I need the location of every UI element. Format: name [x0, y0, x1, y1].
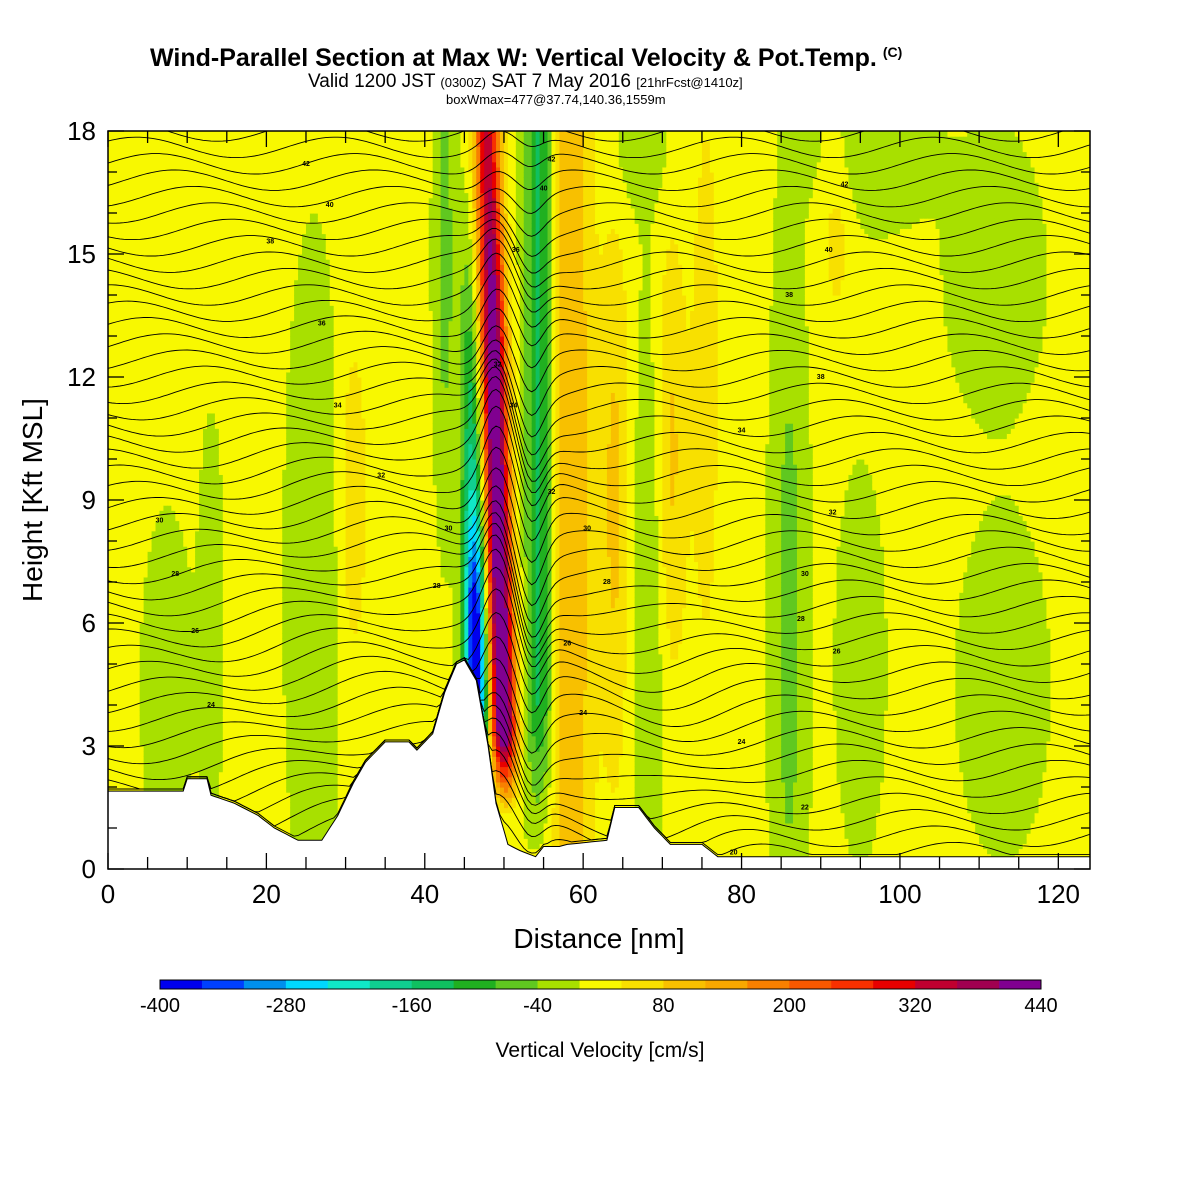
colorbar-swatch	[621, 980, 663, 989]
isentrope-label: 24	[579, 710, 587, 717]
isentrope-label: 38	[817, 374, 825, 381]
y-tick-label: 15	[67, 239, 96, 269]
colorbar-swatch	[370, 980, 412, 989]
colorbar-tick-label: -400	[140, 995, 180, 1017]
colorbar-swatch	[580, 980, 622, 989]
isentrope-label: 42	[302, 161, 310, 168]
x-tick-label: 80	[727, 879, 756, 909]
isentrope-label: 26	[833, 649, 841, 656]
isentrope-label: 34	[510, 403, 518, 410]
colorbar-swatch	[873, 980, 915, 989]
plot-area: 24 26 28 30 32 34 36 38 40 42 28 30 32 34 36 40 42 26 24 28…	[108, 95, 1091, 870]
colorbar-swatch	[747, 980, 789, 989]
isentrope-label: 34	[738, 427, 746, 434]
isentrope-label: 32	[548, 489, 556, 496]
isentrope-label: 32	[494, 362, 502, 369]
isentrope-label: 32	[829, 509, 837, 516]
x-tick-label: 40	[410, 879, 439, 909]
colorbar-tick-label: -160	[392, 995, 432, 1017]
isentrope-label: 38	[785, 292, 793, 299]
colorbar-swatch	[999, 980, 1041, 989]
colorbar-swatch	[663, 980, 705, 989]
colorbar-tick-label: 440	[1024, 995, 1057, 1017]
isentrope-label: 28	[603, 579, 611, 586]
colorbar-swatch	[412, 980, 454, 989]
isentrope-label: 36	[318, 321, 326, 328]
isentrope-label: 28	[171, 571, 179, 578]
colorbar: -400 -280 -160 -40 80 200 320 440	[140, 980, 1058, 1017]
x-tick-label: 100	[878, 879, 921, 909]
isentrope-label: 36	[512, 247, 520, 254]
colorbar-swatch	[160, 980, 202, 989]
colorbar-swatch	[202, 980, 244, 989]
y-tick-label: 9	[82, 485, 96, 515]
colorbar-tick-label: 200	[773, 995, 806, 1017]
colorbar-swatch	[705, 980, 747, 989]
y-tick-label: 0	[82, 854, 96, 884]
isentrope-label: 24	[207, 702, 215, 709]
isentrope-label: 30	[156, 518, 164, 525]
isentrope-label: 40	[540, 185, 548, 192]
isentrope-label: 20	[730, 850, 738, 857]
isentrope-label: 32	[377, 472, 385, 479]
colorbar-swatch	[286, 980, 328, 989]
isentrope-label: 40	[326, 202, 334, 209]
isentrope-label: 38	[266, 239, 274, 246]
colorbar-tick-label: -40	[523, 995, 552, 1017]
colorbar-swatch	[915, 980, 957, 989]
colorbar-swatch	[538, 980, 580, 989]
colorbar-tick-label: 320	[898, 995, 931, 1017]
y-tick-label: 3	[82, 731, 96, 761]
isentrope-label: 26	[191, 628, 199, 635]
colorbar-swatch	[789, 980, 831, 989]
y-axis-label: Height [Kft MSL]	[17, 398, 48, 602]
isentrope-label: 42	[841, 181, 849, 188]
colorbar-tick-label: -280	[266, 995, 306, 1017]
isentrope-label: 26	[563, 641, 571, 648]
colorbar-swatch	[957, 980, 999, 989]
colorbar-swatch	[496, 980, 538, 989]
isentrope-label: 28	[433, 583, 441, 590]
colorbar-swatch	[244, 980, 286, 989]
isentrope-label: 40	[825, 247, 833, 254]
x-tick-label: 20	[252, 879, 281, 909]
colorbar-label: Vertical Velocity [cm/s]	[496, 1039, 705, 1062]
colorbar-swatch	[328, 980, 370, 989]
x-axis-label: Distance [nm]	[513, 923, 684, 954]
isentrope-label: 28	[797, 616, 805, 623]
isentrope-label: 30	[801, 571, 809, 578]
x-tick-label: 120	[1037, 879, 1080, 909]
x-tick-label: 0	[101, 879, 115, 909]
isentrope-label: 30	[445, 526, 453, 533]
y-tick-label: 6	[82, 608, 96, 638]
colorbar-tick-label: 80	[652, 995, 674, 1017]
isentrope-label: 24	[738, 739, 746, 746]
isentrope-label: 34	[334, 403, 342, 410]
x-tick-label: 60	[569, 879, 598, 909]
isentrope-label: 22	[801, 805, 809, 812]
y-tick-label: 18	[67, 116, 96, 146]
y-tick-label: 12	[67, 362, 96, 392]
cross-section-chart: 2426283032343638404228303234364042262428…	[0, 0, 1200, 1200]
colorbar-swatch	[831, 980, 873, 989]
isentrope-label: 42	[548, 157, 556, 164]
isentrope-label: 30	[583, 526, 591, 533]
colorbar-swatch	[454, 980, 496, 989]
